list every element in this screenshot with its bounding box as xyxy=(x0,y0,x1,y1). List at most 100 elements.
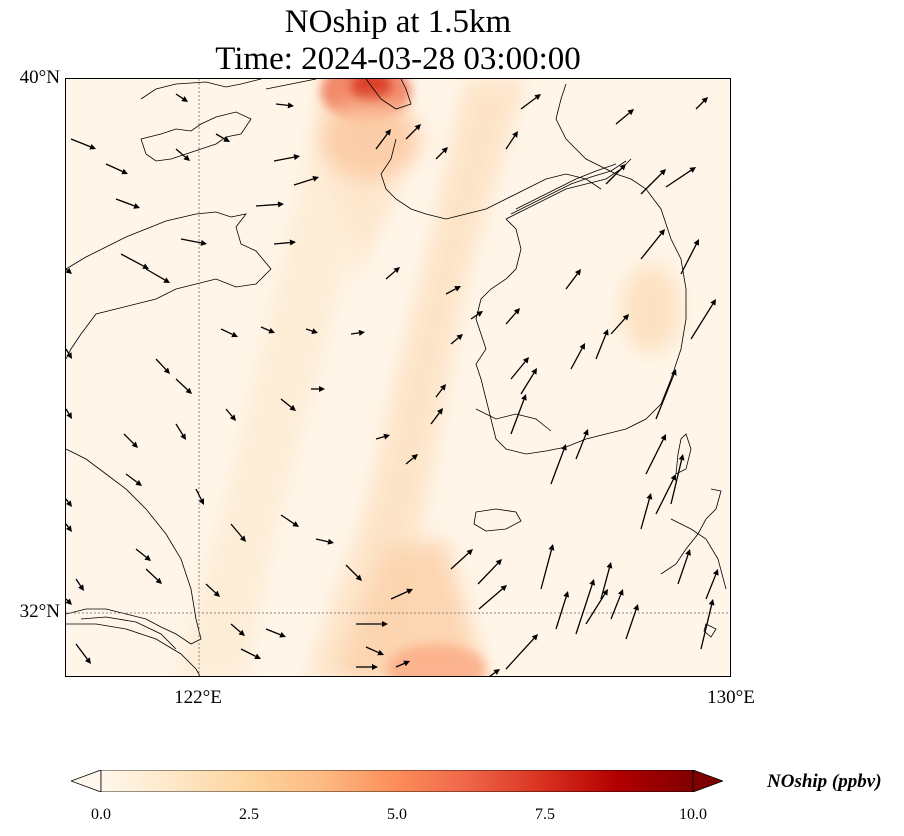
wind-arrow-head xyxy=(561,444,567,451)
wind-arrow-head xyxy=(358,329,365,336)
wind-arrow-shaft xyxy=(66,523,69,528)
colorbar-tick-0: 0.0 xyxy=(91,806,111,823)
concentration-field xyxy=(66,79,730,676)
wind-arrow-head xyxy=(521,394,527,401)
wind-arrow-head xyxy=(689,167,696,173)
wind-arrow-head xyxy=(602,589,608,596)
wind-arrow-shaft xyxy=(677,554,689,585)
wind-arrow-shaft xyxy=(655,374,675,420)
wind-arrow-shaft xyxy=(135,548,147,558)
wind-arrow-head xyxy=(268,327,275,334)
wind-arrow-shaft xyxy=(215,133,226,140)
wind-arrow-shaft xyxy=(280,514,295,525)
wind-arrow-head xyxy=(685,549,691,556)
colorbar-max-extension xyxy=(692,770,723,792)
wind-arrow-head xyxy=(231,331,238,338)
wind-arrow-head xyxy=(414,124,421,131)
wind-arrow-head xyxy=(383,433,390,440)
wind-arrow-head xyxy=(287,102,294,109)
wind-arrow-head xyxy=(319,386,325,392)
map-title-line2: Time: 2024-03-28 03:00:00 xyxy=(215,41,581,77)
wind-arrow-head xyxy=(670,369,677,376)
map-panel xyxy=(65,78,731,677)
wind-arrow-shaft xyxy=(478,588,503,610)
wind-arrow-shaft xyxy=(540,549,553,590)
wind-arrow-head xyxy=(441,147,448,154)
wind-arrow-shaft xyxy=(655,479,674,515)
wind-arrow-shaft xyxy=(405,457,414,465)
wind-arrow-shaft xyxy=(605,167,623,185)
wind-arrow-shaft xyxy=(510,399,525,435)
wind-arrow-shaft xyxy=(595,334,607,360)
wind-arrow-shaft xyxy=(700,604,713,650)
wind-arrow-shaft xyxy=(66,268,68,271)
colorbar-tick-10: 10.0 xyxy=(679,806,707,823)
wind-vectors xyxy=(66,93,730,676)
wind-arrow-head xyxy=(292,521,299,527)
wind-arrow-head xyxy=(121,168,128,175)
wind-arrow-head xyxy=(66,525,72,532)
wind-arrow-shaft xyxy=(489,671,496,676)
lat-label-40n: 40°N xyxy=(19,67,60,88)
wind-arrow-head xyxy=(238,629,245,636)
wind-arrow-head xyxy=(622,314,629,321)
wind-arrow-shaft xyxy=(575,584,593,635)
wind-arrow-head xyxy=(142,263,149,269)
wind-arrow-shaft xyxy=(145,568,159,581)
wind-arrow-head xyxy=(289,404,296,411)
wind-arrow-shaft xyxy=(305,328,313,332)
wind-arrow-shaft xyxy=(230,523,243,538)
wind-arrow-head xyxy=(311,328,318,334)
wind-arrow-shaft xyxy=(555,596,567,630)
wind-arrow-head xyxy=(439,384,446,391)
wind-arrow-head xyxy=(659,169,666,176)
wind-arrow-shaft xyxy=(66,598,69,602)
wind-arrow-head xyxy=(708,599,715,606)
wind-arrow-head xyxy=(135,480,142,486)
wind-arrow-head xyxy=(180,433,186,440)
map-canvas xyxy=(66,79,730,676)
wind-arrow-head xyxy=(579,343,585,350)
wind-arrow-shaft xyxy=(520,97,537,110)
colorbar-tick-5: 5.0 xyxy=(387,806,407,823)
wind-arrow-head xyxy=(606,562,613,569)
wind-arrow-head xyxy=(493,669,500,675)
wind-arrow-head xyxy=(229,414,236,421)
wind-arrow-head xyxy=(133,203,140,209)
wind-arrow-head xyxy=(627,109,634,116)
wind-arrow-shaft xyxy=(175,148,186,158)
wind-arrow-shaft xyxy=(405,127,418,140)
wind-arrow-head xyxy=(89,143,96,150)
wind-arrow-shaft xyxy=(680,244,697,275)
colorbar-title: NOship (ppbv) xyxy=(767,771,882,792)
wind-arrow-head xyxy=(411,454,418,461)
wind-arrow-shaft xyxy=(273,156,295,162)
wind-arrow-shaft xyxy=(505,135,516,150)
wind-arrow-shaft xyxy=(275,103,289,106)
wind-arrow-shaft xyxy=(115,198,135,207)
wind-arrow-head xyxy=(678,454,685,461)
wind-arrow-head xyxy=(66,267,72,274)
wind-arrow-shaft xyxy=(395,662,405,668)
wind-arrow-shaft xyxy=(280,398,292,408)
wind-arrow-shaft xyxy=(690,303,714,340)
wind-arrow-shaft xyxy=(575,434,587,460)
wind-arrow-head xyxy=(531,634,538,641)
wind-arrow-shaft xyxy=(220,328,233,336)
wind-arrow-shaft xyxy=(640,233,662,260)
wind-arrow-shaft xyxy=(225,408,233,417)
wind-arrow-head xyxy=(403,660,410,667)
wind-arrow-shaft xyxy=(600,567,611,600)
colorbar-min-extension xyxy=(71,770,102,792)
wind-arrow-head xyxy=(575,269,581,276)
lon-label-122e: 122°E xyxy=(174,687,222,708)
wind-arrow-shaft xyxy=(155,358,167,371)
coastlines xyxy=(66,79,727,676)
wind-arrow-head xyxy=(658,229,665,236)
wind-arrow-shaft xyxy=(145,268,166,281)
wind-arrow-shaft xyxy=(240,648,256,657)
wind-arrow-head xyxy=(385,129,391,136)
wind-arrow-shaft xyxy=(470,313,479,320)
wind-arrow-head xyxy=(437,408,443,415)
wind-arrow-shaft xyxy=(615,112,630,125)
